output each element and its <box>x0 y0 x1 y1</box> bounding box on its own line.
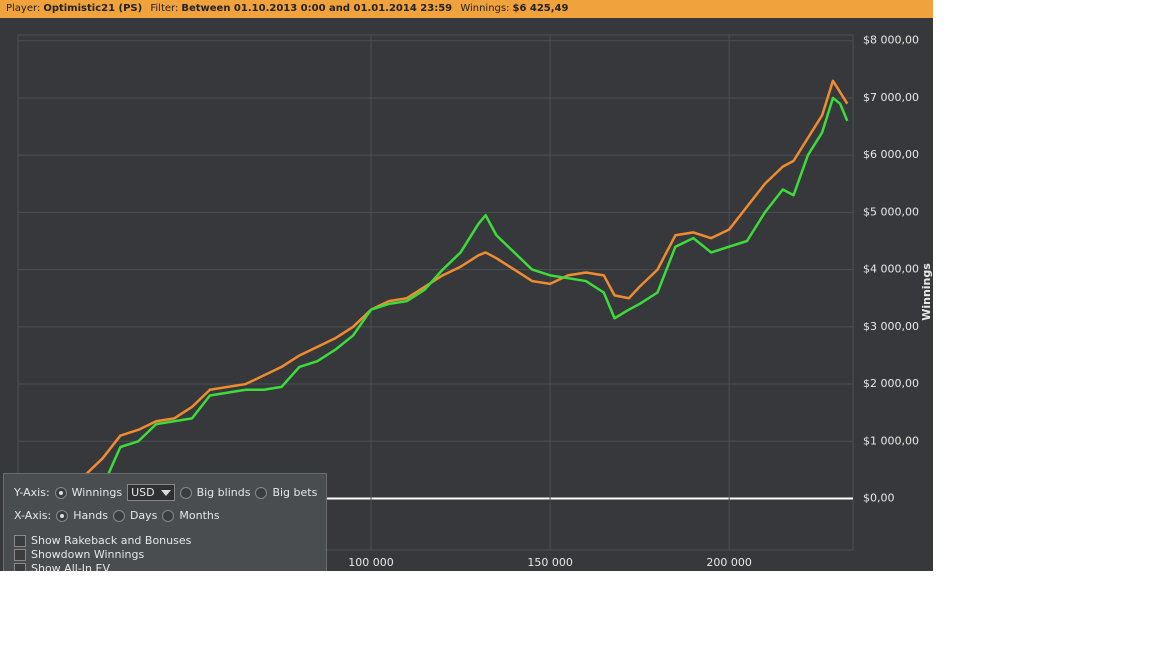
option[interactable]: Show Rakeback and Bonuses <box>31 534 192 547</box>
dropdown-arrow[interactable] <box>160 489 171 496</box>
radio[interactable] <box>179 486 192 499</box>
radio[interactable] <box>54 486 67 499</box>
y-tick-label: $2 000,00 <box>863 377 919 390</box>
label: X-Axis: <box>14 509 52 522</box>
radio[interactable] <box>162 509 175 522</box>
x-tick-label: 150 000 <box>527 556 573 569</box>
series-line <box>12 79 849 500</box>
radio[interactable] <box>56 509 69 522</box>
value: Between 01.10.2013 0:00 and 01.01.2014 2… <box>181 3 453 14</box>
currency-select[interactable]: USD <box>127 484 175 501</box>
value: USD <box>131 486 155 499</box>
y-tick-label: $6 000,00 <box>863 148 919 161</box>
label: Winnings: <box>460 3 510 14</box>
checkbox[interactable] <box>14 548 26 561</box>
label: Filter: <box>150 3 179 14</box>
checkbox[interactable] <box>14 562 26 571</box>
y-tick-label: $5 000,00 <box>863 205 919 218</box>
value: $6 425,49 <box>512 3 569 14</box>
option[interactable]: Days <box>129 509 158 522</box>
y-tick-label: $1 000,00 <box>863 434 919 447</box>
plot-border <box>17 34 854 551</box>
option[interactable]: Showdown Winnings <box>31 548 145 561</box>
option[interactable]: Months <box>179 509 220 522</box>
option[interactable]: Show All-In EV <box>31 562 110 571</box>
y-tick-label: $3 000,00 <box>863 320 919 333</box>
value: Optimistic21 (PS) <box>43 3 143 14</box>
y-tick-label: $0,00 <box>863 492 895 505</box>
options-panel: Y-Axis: Winnings USD Big blinds Big bets… <box>3 473 327 571</box>
y-axis-title: Winnings <box>920 263 933 321</box>
info-bar: Player: Optimistic21 (PS) Filter: Between … <box>0 0 933 18</box>
x-tick-label: 100 000 <box>348 556 394 569</box>
chart: Winnings $0,00 $1 000,00 $2 000,00 $3 000,0… <box>12 34 933 569</box>
x-tick-label: 200 000 <box>706 556 752 569</box>
radio[interactable] <box>255 486 268 499</box>
y-tick-label: $8 000,00 <box>863 34 919 47</box>
label: Player: <box>6 3 41 14</box>
radio[interactable] <box>112 509 125 522</box>
y-tick-label: $7 000,00 <box>863 91 919 104</box>
app-window: Player: Optimistic21 (PS) Filter: Between … <box>0 0 933 571</box>
option[interactable]: Winnings <box>71 486 123 499</box>
label: Y-Axis: <box>14 486 50 499</box>
checkbox[interactable] <box>14 534 26 547</box>
option[interactable]: Big blinds <box>196 486 251 499</box>
option[interactable]: Big bets <box>272 486 318 499</box>
series-line <box>12 96 849 500</box>
option[interactable]: Hands <box>73 509 108 522</box>
y-tick-label: $4 000,00 <box>863 263 919 276</box>
